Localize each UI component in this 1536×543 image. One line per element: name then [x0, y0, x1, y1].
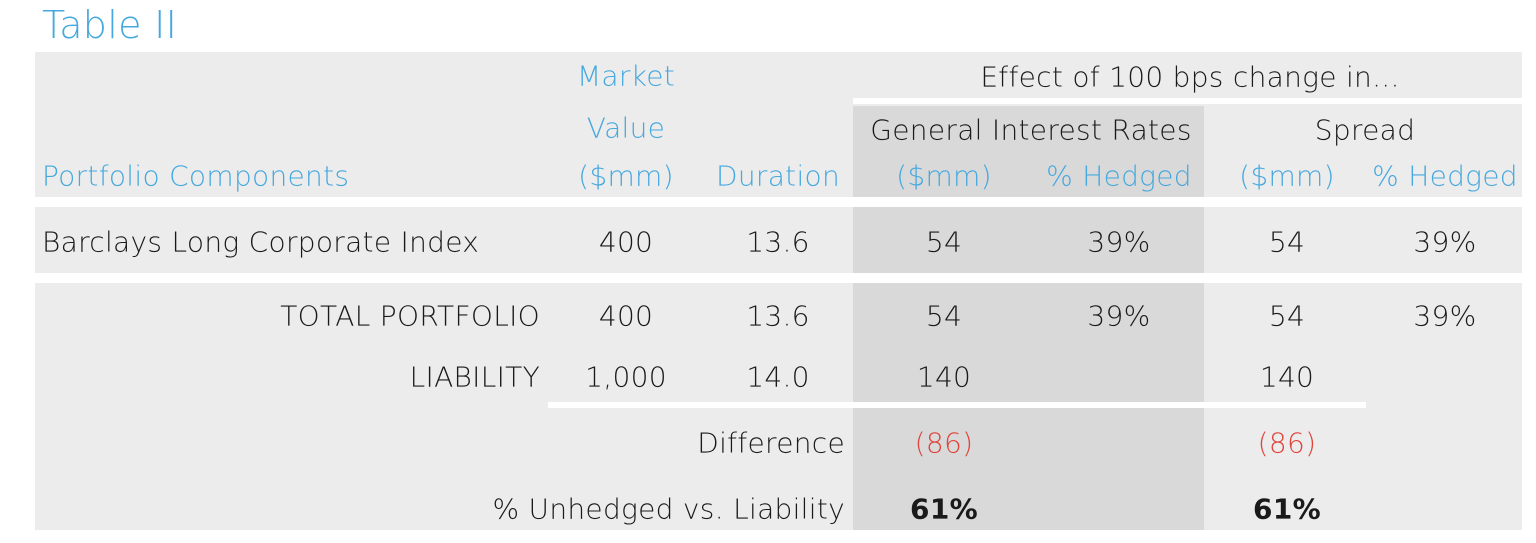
column-header: % Hedged — [1046, 159, 1192, 193]
header: Effect of 100 bps change in... — [980, 60, 1400, 94]
cell: LIABILITY — [409, 360, 540, 394]
cell: 54 — [1268, 299, 1306, 333]
cell: 54 — [925, 225, 963, 259]
column-header: Portfolio Components — [42, 159, 350, 193]
cell: 61% — [910, 492, 978, 526]
cell: 39% — [1413, 299, 1477, 333]
column-header: ($mm) — [1239, 159, 1335, 193]
divider — [548, 402, 1366, 408]
cell: TOTAL PORTFOLIO — [280, 299, 540, 333]
cell: 39% — [1413, 225, 1477, 259]
cell: 13.6 — [746, 299, 810, 333]
column-header: Duration — [715, 159, 841, 193]
column-header: ($mm) — [578, 159, 674, 193]
header: Market — [576, 59, 676, 93]
title: Table II — [42, 3, 178, 47]
cell: 400 — [598, 225, 654, 259]
header-band — [35, 52, 1522, 197]
cell: 1,000 — [585, 360, 667, 394]
cell: 14.0 — [746, 360, 810, 394]
rates-column — [853, 106, 1204, 197]
divider — [853, 98, 1522, 104]
header: General Interest Rates — [870, 113, 1192, 147]
cell: (86) — [1257, 426, 1317, 460]
row-label: % Unhedged vs. Liability — [492, 492, 845, 526]
cell: 140 — [1259, 360, 1315, 394]
cell: 39% — [1087, 299, 1151, 333]
cell: 13.6 — [746, 225, 810, 259]
cell: 400 — [598, 299, 654, 333]
cell: 140 — [916, 360, 972, 394]
cell: (86) — [914, 426, 974, 460]
rates-column — [853, 207, 1204, 273]
cell: 54 — [925, 299, 963, 333]
cell: Barclays Long Corporate Index — [42, 225, 480, 259]
header: Spread — [1314, 113, 1416, 147]
cell: 54 — [1268, 225, 1306, 259]
row-label: Difference — [697, 426, 845, 460]
header: Value — [586, 111, 666, 145]
column-header: % Hedged — [1372, 159, 1518, 193]
cell: 39% — [1087, 225, 1151, 259]
cell: 61% — [1253, 492, 1321, 526]
column-header: ($mm) — [896, 159, 992, 193]
row-band — [35, 207, 1522, 273]
